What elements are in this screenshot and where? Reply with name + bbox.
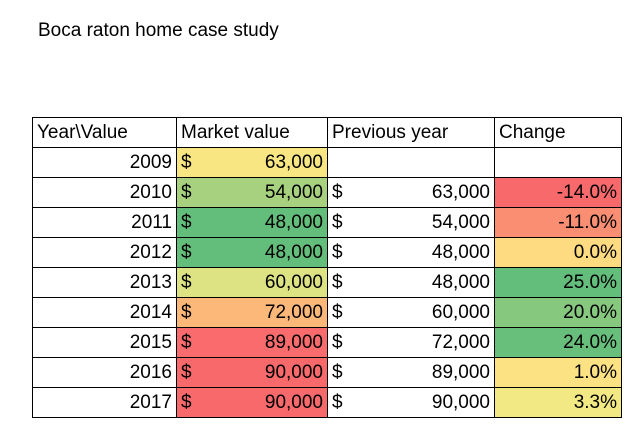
change-cell[interactable]: 25.0% (494, 267, 622, 298)
market-value-cell[interactable]: $48,000 (176, 237, 328, 268)
header-change[interactable]: Change (494, 117, 622, 148)
market-value-amount: 60,000 (264, 272, 323, 293)
table-row: 2012 $48,000 $48,000 0.0% (32, 237, 622, 268)
previous-year-amount: 90,000 (431, 392, 490, 413)
market-value-amount: 90,000 (264, 392, 323, 413)
header-market-value[interactable]: Market value (176, 117, 328, 148)
market-value-cell[interactable]: $54,000 (176, 177, 328, 208)
case-study-table: Year\Value Market value Previous year Ch… (32, 117, 622, 418)
year-cell[interactable]: 2012 (32, 237, 177, 268)
change-cell[interactable]: 0.0% (494, 237, 622, 268)
change-cell[interactable]: 1.0% (494, 357, 622, 388)
currency-symbol: $ (181, 272, 192, 293)
table-row: 2014 $72,000 $60,000 20.0% (32, 297, 622, 328)
market-value-cell[interactable]: $60,000 (176, 267, 328, 298)
market-value-amount: 48,000 (264, 242, 323, 263)
previous-year-amount: 48,000 (431, 242, 490, 263)
currency-symbol: $ (181, 302, 192, 323)
currency-symbol: $ (332, 272, 343, 293)
market-value-amount: 63,000 (264, 152, 323, 173)
market-value-cell[interactable]: $72,000 (176, 297, 328, 328)
currency-symbol: $ (332, 332, 343, 353)
table-row: 2015 $89,000 $72,000 24.0% (32, 327, 622, 358)
previous-year-amount: 48,000 (431, 272, 490, 293)
year-cell[interactable]: 2015 (32, 327, 177, 358)
table-row: 2010 $54,000 $63,000 -14.0% (32, 177, 622, 208)
change-cell[interactable] (494, 147, 622, 178)
currency-symbol: $ (332, 302, 343, 323)
year-cell[interactable]: 2011 (32, 207, 177, 238)
change-cell[interactable]: 20.0% (494, 297, 622, 328)
header-year-value[interactable]: Year\Value (32, 117, 177, 148)
previous-year-amount: 60,000 (431, 302, 490, 323)
market-value-cell[interactable]: $90,000 (176, 357, 328, 388)
table-row: 2016 $90,000 $89,000 1.0% (32, 357, 622, 388)
table-row: 2009 $63,000 (32, 147, 622, 178)
currency-symbol: $ (332, 242, 343, 263)
currency-symbol: $ (181, 212, 192, 233)
currency-symbol: $ (181, 392, 192, 413)
previous-year-amount: 89,000 (431, 362, 490, 383)
previous-year-cell[interactable]: $72,000 (327, 327, 495, 358)
market-value-amount: 54,000 (264, 182, 323, 203)
header-row: Year\Value Market value Previous year Ch… (32, 117, 622, 148)
previous-year-cell[interactable]: $54,000 (327, 207, 495, 238)
previous-year-amount: 72,000 (431, 332, 490, 353)
currency-symbol: $ (181, 362, 192, 383)
market-value-cell[interactable]: $90,000 (176, 387, 328, 418)
currency-symbol: $ (332, 362, 343, 383)
year-cell[interactable]: 2009 (32, 147, 177, 178)
currency-symbol: $ (181, 152, 192, 173)
year-cell[interactable]: 2014 (32, 297, 177, 328)
year-cell[interactable]: 2010 (32, 177, 177, 208)
previous-year-amount: 63,000 (431, 182, 490, 203)
previous-year-cell[interactable] (327, 147, 495, 178)
currency-symbol: $ (332, 212, 343, 233)
market-value-amount: 48,000 (264, 212, 323, 233)
page-title: Boca raton home case study (38, 20, 279, 41)
previous-year-amount: 54,000 (431, 212, 490, 233)
currency-symbol: $ (181, 182, 192, 203)
currency-symbol: $ (181, 242, 192, 263)
previous-year-cell[interactable]: $60,000 (327, 297, 495, 328)
market-value-cell[interactable]: $48,000 (176, 207, 328, 238)
table-row: 2011 $48,000 $54,000 -11.0% (32, 207, 622, 238)
previous-year-cell[interactable]: $48,000 (327, 237, 495, 268)
previous-year-cell[interactable]: $90,000 (327, 387, 495, 418)
year-cell[interactable]: 2013 (32, 267, 177, 298)
currency-symbol: $ (332, 392, 343, 413)
market-value-cell[interactable]: $63,000 (176, 147, 328, 178)
change-cell[interactable]: -14.0% (494, 177, 622, 208)
change-cell[interactable]: 3.3% (494, 387, 622, 418)
previous-year-cell[interactable]: $63,000 (327, 177, 495, 208)
change-cell[interactable]: -11.0% (494, 207, 622, 238)
table-row: 2017 $90,000 $90,000 3.3% (32, 387, 622, 418)
market-value-amount: 89,000 (264, 332, 323, 353)
currency-symbol: $ (181, 332, 192, 353)
previous-year-cell[interactable]: $89,000 (327, 357, 495, 388)
header-previous-year[interactable]: Previous year (327, 117, 495, 148)
market-value-amount: 90,000 (264, 362, 323, 383)
change-cell[interactable]: 24.0% (494, 327, 622, 358)
currency-symbol: $ (332, 182, 343, 203)
previous-year-cell[interactable]: $48,000 (327, 267, 495, 298)
year-cell[interactable]: 2017 (32, 387, 177, 418)
market-value-amount: 72,000 (264, 302, 323, 323)
year-cell[interactable]: 2016 (32, 357, 177, 388)
market-value-cell[interactable]: $89,000 (176, 327, 328, 358)
table-row: 2013 $60,000 $48,000 25.0% (32, 267, 622, 298)
